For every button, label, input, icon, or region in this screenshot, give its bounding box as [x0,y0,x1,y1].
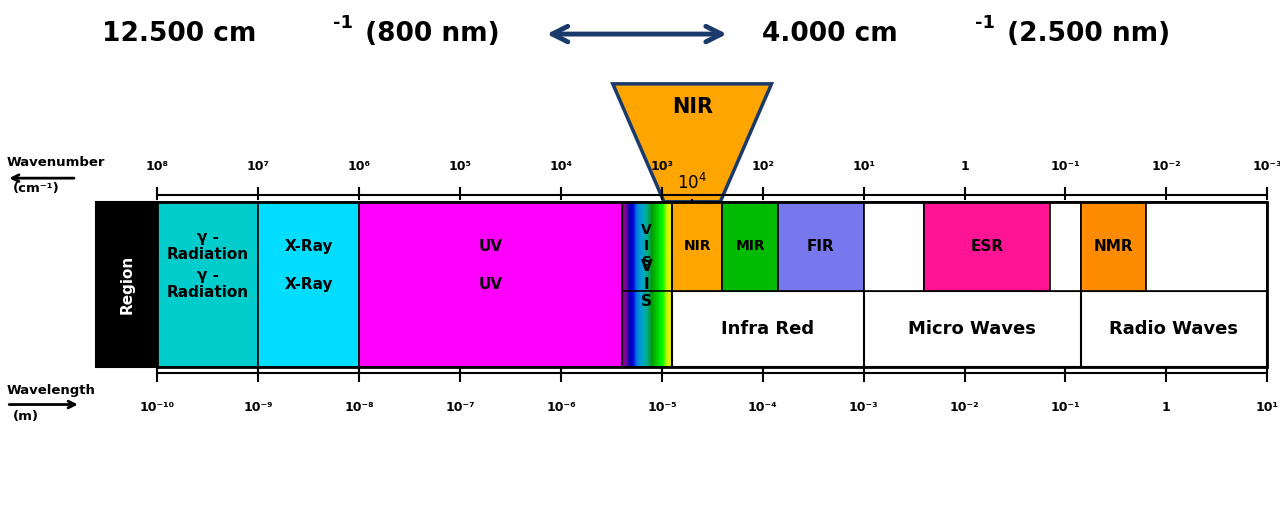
Text: γ -
Radiation: γ - Radiation [166,268,248,300]
Bar [157,202,259,291]
Bar [360,202,622,291]
Text: 10⁵: 10⁵ [448,160,471,173]
Text: 10⁻⁷: 10⁻⁷ [445,401,475,414]
Bar [864,202,924,291]
Text: 10⁻⁵: 10⁻⁵ [648,401,677,414]
Text: UV: UV [479,239,503,254]
Bar [157,291,1267,367]
Bar [1051,202,1080,291]
Bar [360,202,622,367]
Text: (800 nm): (800 nm) [356,21,499,47]
Text: 10⁻¹⁰: 10⁻¹⁰ [140,401,175,414]
Text: 12.500 cm: 12.500 cm [102,21,257,47]
Text: Wavenumber: Wavenumber [6,156,105,169]
Text: 10⁻²: 10⁻² [1152,160,1181,173]
Text: $10^4$: $10^4$ [677,173,707,193]
Text: -1: -1 [975,14,996,31]
Text: 10⁸: 10⁸ [146,160,169,173]
Text: X-Ray: X-Ray [284,239,333,254]
Text: NIR: NIR [684,239,710,253]
Text: γ -
Radiation: γ - Radiation [166,230,248,263]
Text: 10⁻³: 10⁻³ [1252,160,1280,173]
Bar [1146,202,1267,291]
Text: (m): (m) [13,410,38,423]
Text: MIR: MIR [735,239,765,253]
Text: 10²: 10² [751,160,774,173]
Text: Infra Red: Infra Red [721,320,814,338]
Text: 10³: 10³ [650,160,673,173]
Bar [924,202,1051,291]
Text: V
I
S: V I S [641,223,652,269]
Bar [722,202,778,291]
Bar [672,202,722,291]
Bar [778,202,864,291]
Text: Radio Waves: Radio Waves [1110,320,1238,338]
Text: 10⁻²: 10⁻² [950,401,979,414]
Text: 10⁶: 10⁶ [348,160,371,173]
Bar [259,202,360,291]
Text: UV: UV [479,277,503,292]
Text: 10¹: 10¹ [1256,401,1279,414]
Text: -1: -1 [333,14,353,31]
Text: NMR: NMR [1093,239,1133,254]
Text: ESR: ESR [970,239,1004,254]
Text: 10⁻⁴: 10⁻⁴ [748,401,777,414]
Bar [1080,202,1146,291]
Text: (2.500 nm): (2.500 nm) [998,21,1170,47]
Bar [96,202,157,367]
Text: 10⁻⁸: 10⁻⁸ [344,401,374,414]
Bar [622,202,672,367]
Text: 10⁻¹: 10⁻¹ [1051,160,1080,173]
Bar [622,202,672,291]
Text: 10⁻⁹: 10⁻⁹ [243,401,273,414]
Text: 1: 1 [960,160,969,173]
Bar [157,202,259,367]
Text: (cm⁻¹): (cm⁻¹) [13,182,60,195]
Bar [259,202,360,367]
Text: 10⁻⁶: 10⁻⁶ [547,401,576,414]
Text: NIR: NIR [672,97,713,117]
Bar [157,202,1267,367]
Polygon shape [613,84,772,202]
Text: Wavelength: Wavelength [6,384,95,397]
Text: 1: 1 [1162,401,1171,414]
Text: FIR: FIR [806,239,835,254]
Text: 10⁻³: 10⁻³ [849,401,878,414]
Text: 10⁷: 10⁷ [247,160,270,173]
Text: 10⁻¹: 10⁻¹ [1051,401,1080,414]
Text: X-Ray: X-Ray [284,277,333,292]
Text: Region: Region [119,255,134,314]
Text: 10⁴: 10⁴ [549,160,572,173]
Text: V
I
S: V I S [641,259,653,309]
Text: 4.000 cm: 4.000 cm [762,21,897,47]
Text: Micro Waves: Micro Waves [909,320,1036,338]
Text: 10¹: 10¹ [852,160,876,173]
